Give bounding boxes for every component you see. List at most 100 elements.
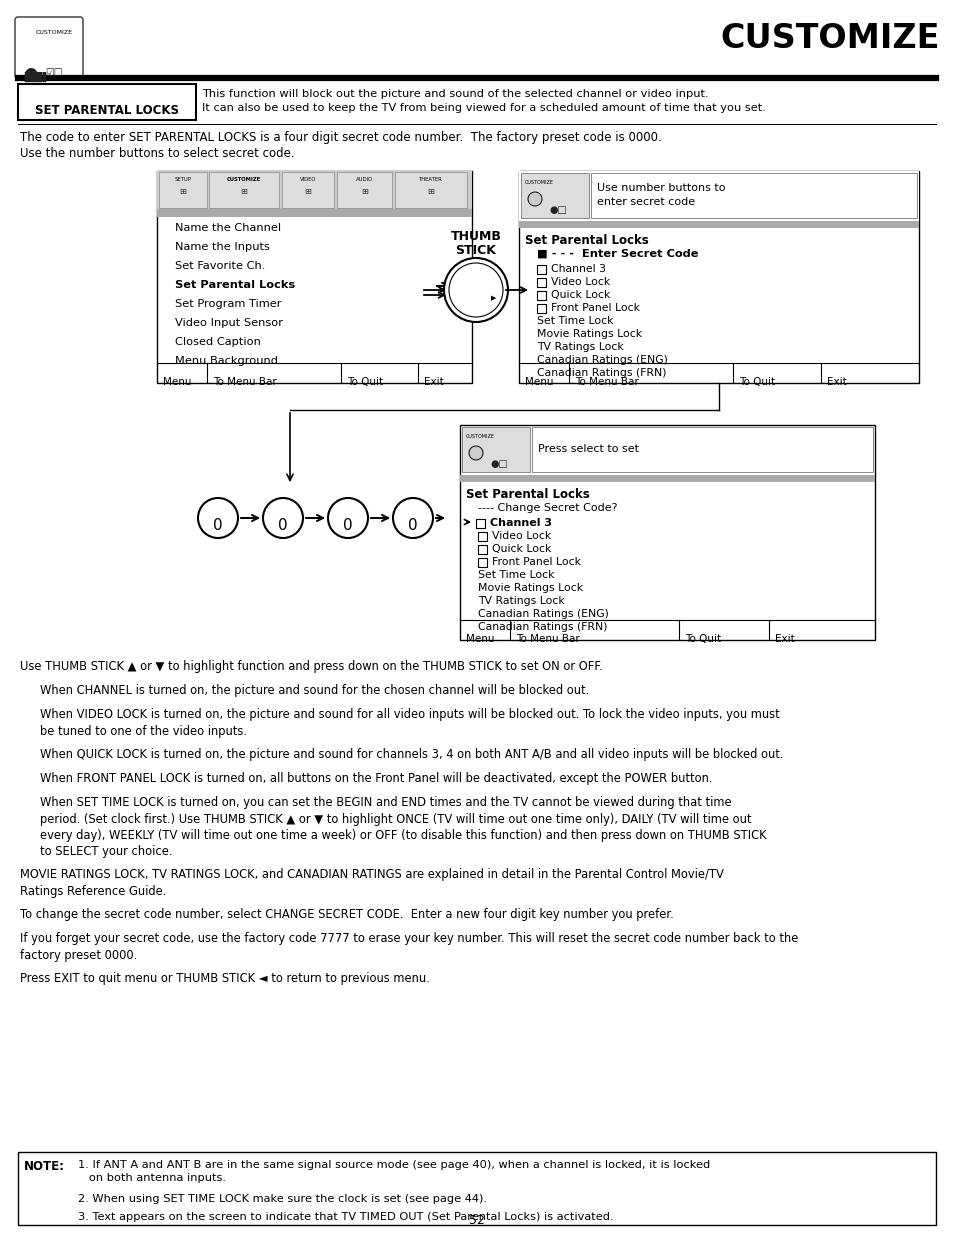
Text: CUSTOMIZE: CUSTOMIZE: [720, 22, 939, 56]
Text: CUSTOMIZE: CUSTOMIZE: [524, 180, 554, 185]
Bar: [157, 209, 472, 217]
Text: ⊞: ⊞: [179, 186, 186, 196]
Text: Exit: Exit: [774, 634, 794, 643]
Text: Canadian Ratings (ENG): Canadian Ratings (ENG): [537, 354, 667, 366]
Text: enter secret code: enter secret code: [597, 198, 695, 207]
Bar: [209, 172, 278, 207]
Text: Movie Ratings Lock: Movie Ratings Lock: [477, 583, 582, 593]
Text: THEATER: THEATER: [418, 177, 442, 182]
Text: ●□: ●□: [490, 459, 507, 469]
Text: Movie Ratings Lock: Movie Ratings Lock: [537, 329, 641, 338]
Text: Quick Lock: Quick Lock: [551, 290, 610, 300]
Text: Set Parental Locks: Set Parental Locks: [465, 488, 589, 501]
Bar: [18, 1152, 935, 1225]
Text: Exit: Exit: [423, 377, 443, 387]
Text: This function will block out the picture and sound of the selected channel or vi: This function will block out the picture…: [202, 89, 708, 99]
Text: ⊞: ⊞: [304, 186, 312, 196]
Text: CUSTOMIZE: CUSTOMIZE: [36, 30, 73, 35]
Circle shape: [263, 498, 303, 538]
Text: 0: 0: [213, 517, 223, 532]
Circle shape: [393, 498, 433, 538]
Text: Canadian Ratings (ENG): Canadian Ratings (ENG): [477, 609, 608, 619]
Text: Use the number buttons to select secret code.: Use the number buttons to select secret …: [20, 147, 294, 161]
Text: To Quit: To Quit: [347, 377, 383, 387]
Text: Menu Background: Menu Background: [174, 356, 277, 366]
FancyBboxPatch shape: [15, 17, 83, 78]
Bar: [537, 278, 545, 287]
Text: To Menu Bar: To Menu Bar: [213, 377, 276, 387]
Text: 3. Text appears on the screen to indicate that TV TIMED OUT (Set Parental Locks): 3. Text appears on the screen to indicat…: [78, 1212, 613, 1221]
Text: 0: 0: [408, 517, 417, 532]
Text: Use number buttons to: Use number buttons to: [597, 183, 724, 193]
Text: When SET TIME LOCK is turned on, you can set the BEGIN and END times and the TV : When SET TIME LOCK is turned on, you can…: [40, 797, 766, 858]
Text: Name the Channel: Name the Channel: [174, 224, 281, 233]
Text: ---- Change Secret Code?: ---- Change Secret Code?: [477, 503, 617, 513]
Text: MOVIE RATINGS LOCK, TV RATINGS LOCK, and CANADIAN RATINGS are explained in detai: MOVIE RATINGS LOCK, TV RATINGS LOCK, and…: [20, 868, 723, 898]
Text: To Menu Bar: To Menu Bar: [575, 377, 639, 387]
Bar: [518, 221, 918, 228]
Text: Canadian Ratings (FRN): Canadian Ratings (FRN): [477, 622, 607, 632]
Text: NOTE:: NOTE:: [24, 1160, 65, 1173]
Text: ●□: ●□: [548, 205, 566, 215]
Text: CUSTOMIZE: CUSTOMIZE: [465, 433, 495, 438]
Text: ■ - - -  Enter Secret Code: ■ - - - Enter Secret Code: [537, 249, 698, 259]
Bar: [477, 545, 486, 555]
Text: When FRONT PANEL LOCK is turned on, all buttons on the Front Panel will be deact: When FRONT PANEL LOCK is turned on, all …: [40, 772, 712, 785]
Text: Exit: Exit: [826, 377, 846, 387]
Text: Press EXIT to quit menu or THUMB STICK ◄ to return to previous menu.: Press EXIT to quit menu or THUMB STICK ◄…: [20, 972, 429, 986]
Text: 1. If ANT A and ANT B are in the same signal source mode (see page 40), when a c: 1. If ANT A and ANT B are in the same si…: [78, 1160, 709, 1183]
Circle shape: [527, 191, 541, 206]
Text: Set Favorite Ch.: Set Favorite Ch.: [174, 261, 265, 270]
Bar: [336, 172, 392, 207]
Text: Set Parental Locks: Set Parental Locks: [524, 233, 648, 247]
Circle shape: [198, 498, 237, 538]
Text: Name the Inputs: Name the Inputs: [174, 242, 270, 252]
Text: The code to enter SET PARENTAL LOCKS is a four digit secret code number.  The fa: The code to enter SET PARENTAL LOCKS is …: [20, 131, 661, 144]
Text: Set Time Lock: Set Time Lock: [537, 316, 613, 326]
Text: THUMB
STICK: THUMB STICK: [450, 230, 501, 258]
Bar: [518, 170, 918, 383]
Circle shape: [328, 498, 368, 538]
Text: It can also be used to keep the TV from being viewed for a scheduled amount of t: It can also be used to keep the TV from …: [202, 103, 765, 112]
Text: TV Ratings Lock: TV Ratings Lock: [537, 342, 623, 352]
Bar: [282, 172, 334, 207]
Text: To change the secret code number, select CHANGE SECRET CODE.  Enter a new four d: To change the secret code number, select…: [20, 908, 673, 921]
Text: CUSTOMIZE: CUSTOMIZE: [227, 177, 261, 182]
Text: Use THUMB STICK ▲ or ▼ to highlight function and press down on the THUMB STICK t: Use THUMB STICK ▲ or ▼ to highlight func…: [20, 659, 602, 673]
Bar: [537, 291, 545, 300]
Text: Press select to set: Press select to set: [537, 445, 639, 454]
Text: TV Ratings Lock: TV Ratings Lock: [477, 597, 564, 606]
Text: 0: 0: [278, 517, 288, 532]
Text: Menu: Menu: [163, 377, 192, 387]
Text: ▶: ▶: [491, 295, 497, 301]
Bar: [476, 519, 484, 529]
Text: Channel 3: Channel 3: [551, 264, 605, 274]
Text: Quick Lock: Quick Lock: [492, 543, 551, 555]
Text: ☑☐: ☑☐: [45, 68, 63, 78]
Text: Set Time Lock: Set Time Lock: [477, 571, 554, 580]
Text: To Menu Bar: To Menu Bar: [516, 634, 579, 643]
Text: When CHANNEL is turned on, the picture and sound for the chosen channel will be : When CHANNEL is turned on, the picture a…: [40, 684, 589, 697]
Bar: [461, 427, 530, 472]
Text: When QUICK LOCK is turned on, the picture and sound for channels 3, 4 on both AN: When QUICK LOCK is turned on, the pictur…: [40, 748, 782, 761]
Text: Set Program Timer: Set Program Timer: [174, 299, 281, 309]
Bar: [537, 266, 545, 274]
Text: Video Lock: Video Lock: [551, 277, 610, 287]
Text: Menu: Menu: [465, 634, 494, 643]
Bar: [477, 532, 486, 541]
Bar: [477, 558, 486, 567]
Text: SETUP: SETUP: [174, 177, 192, 182]
Bar: [537, 304, 545, 312]
Circle shape: [449, 263, 502, 317]
Text: Set Parental Locks: Set Parental Locks: [174, 280, 294, 290]
Text: SET PARENTAL LOCKS: SET PARENTAL LOCKS: [35, 104, 179, 116]
Bar: [159, 172, 207, 207]
Text: Video Lock: Video Lock: [492, 531, 551, 541]
Text: When VIDEO LOCK is turned on, the picture and sound for all video inputs will be: When VIDEO LOCK is turned on, the pictur…: [40, 708, 779, 737]
Text: AUDIO: AUDIO: [355, 177, 373, 182]
Text: To Quit: To Quit: [684, 634, 720, 643]
Text: Front Panel Lock: Front Panel Lock: [551, 303, 639, 312]
Text: Closed Caption: Closed Caption: [174, 337, 260, 347]
Bar: [520, 173, 588, 219]
Bar: [18, 84, 195, 120]
